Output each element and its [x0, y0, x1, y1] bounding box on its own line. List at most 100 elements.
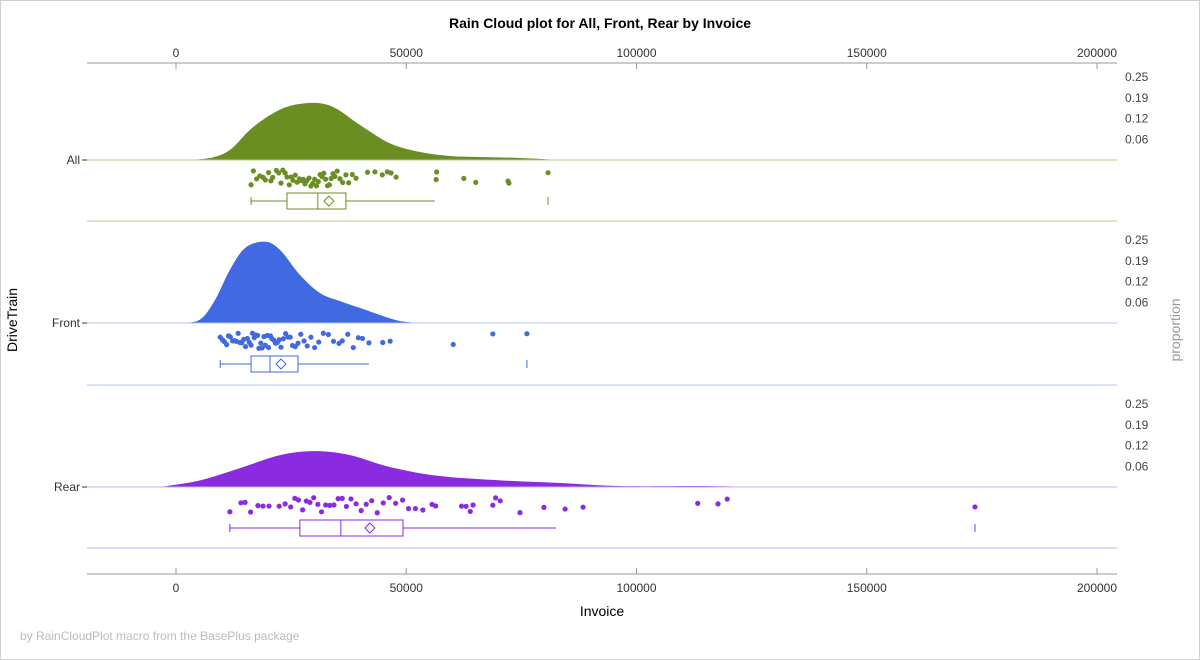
rain-point	[353, 501, 359, 507]
proportion-tick-label: 0.12	[1125, 439, 1149, 453]
rain-point	[335, 496, 341, 502]
rain-point	[326, 182, 332, 188]
rain-point	[300, 507, 306, 513]
proportion-tick-label: 0.25	[1125, 70, 1149, 84]
rain-point	[355, 335, 361, 341]
rain-point	[295, 497, 302, 503]
rain-point	[295, 340, 301, 346]
rain-point	[248, 182, 254, 188]
rain-point	[470, 502, 476, 508]
rain-point	[467, 508, 473, 515]
top-tick-label: 50000	[390, 46, 424, 60]
rain-point	[260, 503, 266, 509]
rain-point	[262, 177, 268, 183]
rain-point	[353, 175, 359, 181]
rain-point	[545, 170, 551, 176]
rain-point	[412, 505, 419, 512]
proportion-tick-label: 0.19	[1125, 418, 1149, 432]
rain-point	[724, 496, 730, 502]
rain-point	[497, 498, 503, 504]
rain-point	[316, 339, 322, 345]
rain-point	[254, 332, 261, 338]
rain-point	[387, 338, 393, 344]
bottom-tick-label: 100000	[616, 581, 656, 595]
rain-point	[282, 501, 288, 507]
bottom-tick-label: 150000	[847, 581, 887, 595]
rain-point	[282, 170, 288, 176]
rain-point	[339, 495, 345, 501]
proportion-tick-label: 0.25	[1125, 397, 1149, 411]
proportion-tick-label: 0.06	[1125, 295, 1149, 309]
rain-point	[248, 342, 254, 348]
rain-point	[379, 172, 385, 178]
footnote: by RainCloudPlot macro from the BasePlus…	[20, 629, 300, 643]
box-mean-diamond	[364, 522, 376, 534]
rain-point	[393, 174, 399, 180]
rain-point	[348, 496, 354, 502]
rain-point	[490, 502, 496, 508]
rain-point	[359, 335, 366, 342]
rain-point	[343, 172, 349, 178]
rain-point	[334, 168, 340, 174]
rain-point	[315, 501, 321, 507]
rain-point	[292, 172, 298, 178]
rain-point	[323, 176, 329, 182]
rain-point	[331, 502, 337, 508]
rain-point	[227, 334, 233, 340]
proportion-tick-label: 0.12	[1125, 275, 1149, 289]
rain-point	[298, 331, 304, 337]
rain-point	[364, 169, 371, 175]
rain-point	[235, 330, 241, 336]
y-tick-label: Rear	[54, 480, 80, 494]
rain-point	[255, 503, 261, 509]
rain-point	[386, 494, 392, 501]
y-tick-label: Front	[52, 316, 81, 330]
rain-point	[345, 331, 351, 337]
rain-point	[332, 173, 338, 180]
rain-point	[270, 174, 276, 180]
rain-point	[350, 344, 356, 351]
rain-point	[506, 180, 512, 186]
rain-point	[301, 338, 307, 344]
rain-point	[349, 171, 355, 178]
rain-point	[461, 175, 467, 182]
rain-point	[276, 170, 282, 176]
rain-point	[325, 331, 332, 338]
rain-point	[306, 175, 312, 181]
rain-point	[290, 177, 296, 183]
density-cloud-rear	[159, 451, 760, 487]
rain-point	[562, 506, 568, 512]
proportion-tick-label: 0.06	[1125, 459, 1149, 473]
rain-point	[288, 504, 294, 510]
rain-point	[313, 183, 320, 189]
rain-point	[312, 344, 318, 351]
proportion-axis-label: proportion	[1167, 298, 1183, 361]
rain-point	[330, 338, 337, 344]
rain-point	[517, 510, 523, 516]
chart-title: Rain Cloud plot for All, Front, Rear by …	[449, 15, 751, 31]
rain-point	[248, 509, 254, 515]
rain-point	[473, 179, 479, 186]
rain-point	[363, 501, 369, 507]
proportion-tick-label: 0.06	[1125, 132, 1149, 146]
bottom-tick-label: 0	[173, 581, 180, 595]
rain-point	[258, 340, 264, 346]
rain-point	[318, 509, 325, 515]
box-iqr	[299, 519, 404, 537]
rain-point	[972, 504, 978, 510]
rain-point	[280, 336, 286, 342]
rain-point	[450, 341, 456, 348]
rain-point	[715, 501, 721, 507]
rain-point	[346, 180, 352, 186]
rain-point	[580, 504, 586, 510]
rain-point	[340, 179, 346, 186]
rain-point	[323, 502, 329, 508]
box-mean-diamond	[323, 195, 335, 207]
rain-point	[695, 500, 701, 506]
rain-point	[310, 180, 316, 187]
rain-point	[358, 508, 364, 514]
density-cloud-all	[185, 102, 561, 160]
rain-point	[339, 338, 345, 344]
rain-point	[420, 507, 426, 513]
rain-point	[374, 510, 380, 516]
